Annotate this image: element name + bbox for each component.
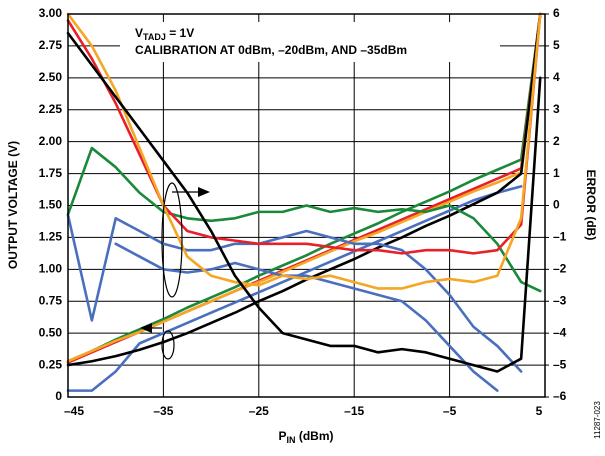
x-label-main: P: [278, 429, 286, 443]
y2-tick-label: –3: [553, 293, 567, 307]
y2-tick-label: 5: [553, 38, 560, 52]
series-line: [66, 213, 523, 373]
annotation: VTADJ = 1V: [135, 26, 194, 42]
series-line: [66, 12, 542, 363]
x-tick-label: –15: [344, 404, 364, 418]
voltage-group-ellipse: [161, 330, 175, 360]
y-tick-label: 0.50: [39, 325, 63, 339]
y2-tick-label: –6: [553, 389, 567, 403]
y-tick-label: 1.25: [39, 230, 63, 244]
y2-tick-label: 2: [553, 134, 560, 148]
x-axis-label: PIN (dBm): [278, 429, 333, 445]
lines: [66, 12, 542, 392]
series-line: [66, 12, 542, 363]
series-line: [66, 31, 542, 373]
annotation-rest: = 1V: [166, 26, 194, 40]
series-line: [66, 12, 542, 290]
y2-tick-label: 0: [553, 198, 560, 212]
y2-tick-label: –2: [553, 262, 567, 276]
y-axis-label: OUTPUT VOLTAGE (V): [6, 141, 20, 269]
y-tick-label: 2.00: [39, 134, 63, 148]
series-line: [66, 146, 542, 293]
annotation: CALIBRATION AT 0dBm, –20dBm, AND –35dBm: [135, 43, 407, 57]
y2-tick-label: 1: [553, 166, 560, 180]
y-tick-label: 1.00: [39, 262, 63, 276]
y2-tick-label: –4: [553, 325, 567, 339]
y2-tick-label: 3: [553, 102, 560, 116]
annotation-main: V: [135, 26, 143, 40]
y2-tick-label: –5: [553, 357, 567, 371]
annotation-sub: TADJ: [143, 32, 166, 42]
error-group-ellipse: [161, 182, 183, 298]
x-tick-label: 5: [536, 404, 543, 418]
x-label-sub: IN: [287, 435, 296, 445]
arrow-head: [140, 323, 152, 333]
y-tick-label: 0: [55, 389, 62, 403]
series-line: [66, 12, 542, 364]
arrow-head: [198, 187, 210, 197]
series-line: [66, 12, 542, 255]
y-tick-label: 1.75: [39, 166, 63, 180]
figure-id: 11287-023: [593, 401, 602, 439]
x-tick-label: –5: [443, 404, 457, 418]
y2-tick-label: –1: [553, 230, 567, 244]
y-tick-label: 2.75: [39, 38, 63, 52]
x-tick-label: –35: [153, 404, 173, 418]
y-tick-label: 3.00: [39, 6, 63, 20]
x-label-rest: (dBm): [296, 429, 334, 443]
x-tick-label: –25: [249, 404, 269, 418]
y-tick-label: 1.50: [39, 198, 63, 212]
y2-tick-label: 6: [553, 6, 560, 20]
series-line: [114, 242, 499, 392]
y-tick-label: 0.25: [39, 357, 63, 371]
y-tick-label: 2.50: [39, 70, 63, 84]
y2-tick-label: 4: [553, 70, 560, 84]
annotation-backdrop: [120, 22, 500, 62]
y-tick-label: 2.25: [39, 102, 63, 116]
y2-axis-label: ERROR (dB): [584, 170, 598, 241]
y-tick-label: 0.75: [39, 293, 63, 307]
x-tick-label: –45: [64, 404, 84, 418]
